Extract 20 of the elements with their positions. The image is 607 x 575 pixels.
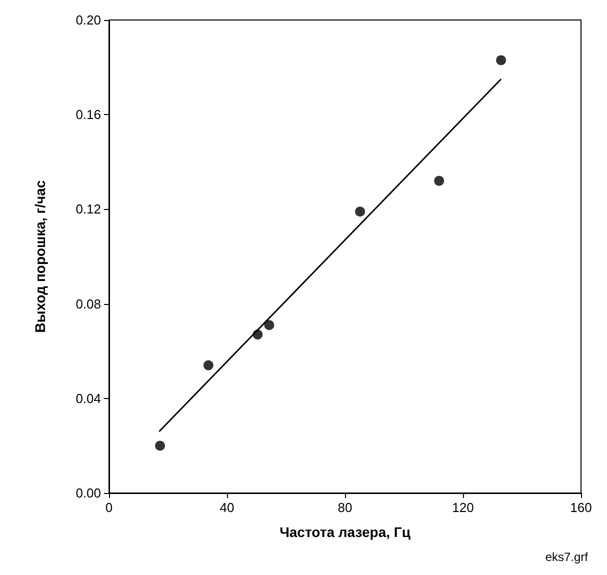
y-tick-label: 0.04 — [76, 390, 101, 406]
y-tick-label: 0.08 — [76, 296, 101, 312]
point — [496, 55, 506, 66]
text: eks7.grf — [545, 550, 589, 564]
x-axis-title: Частота лазера, Гц — [280, 524, 411, 540]
y-tick-label: 0.12 — [76, 202, 101, 217]
x-tick-label: 160 — [570, 500, 592, 515]
point — [355, 206, 366, 217]
x-tick-label: 80 — [338, 500, 352, 515]
point — [155, 440, 166, 451]
y-tick-label: 0.00 — [76, 486, 101, 500]
x-tick-label: 40 — [220, 500, 234, 515]
point — [203, 360, 214, 370]
x-tick-label: 0 — [105, 500, 113, 515]
point — [434, 176, 444, 186]
y-tick-label: 0.20 — [76, 12, 101, 28]
point — [264, 320, 274, 330]
y-axis-title: Выход порошка, г/час — [32, 180, 48, 333]
x-tick-label: 120 — [452, 500, 474, 515]
y-tick-label: 0.16 — [76, 107, 101, 122]
